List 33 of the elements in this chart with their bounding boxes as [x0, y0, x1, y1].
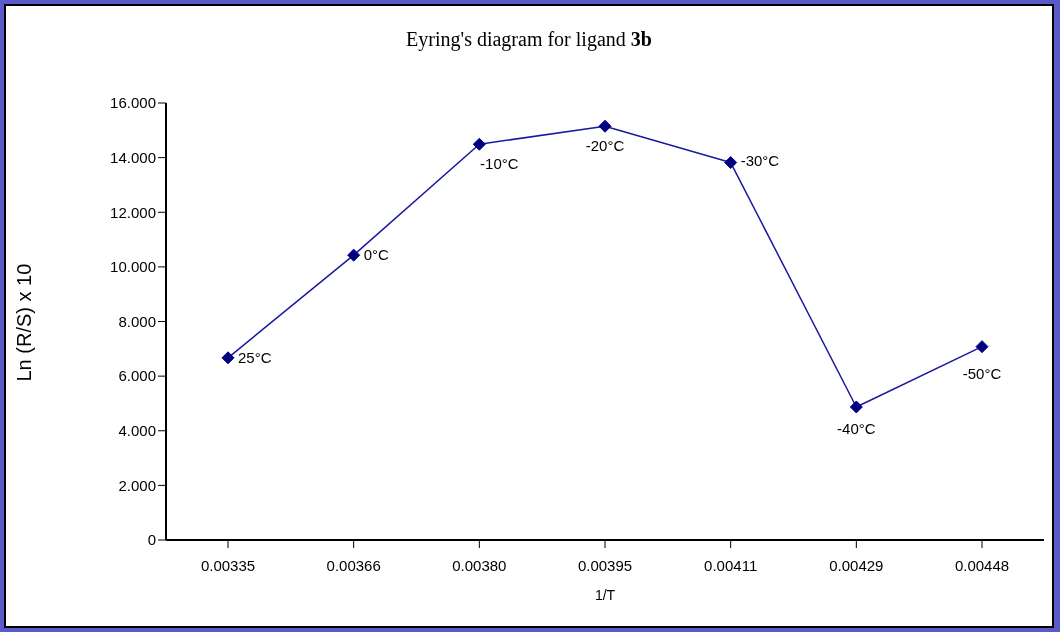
- point: [472, 137, 486, 151]
- y-tick-label: 6.000: [118, 367, 156, 385]
- y-tick-label: 10.000: [110, 258, 156, 276]
- y-tick-label: 2.000: [118, 476, 156, 494]
- point: [724, 156, 738, 170]
- y-tick-label: 12.000: [110, 203, 156, 221]
- y-axis-title: Ln (R/S) x 10: [13, 263, 36, 382]
- annotation: 25°C: [238, 349, 272, 367]
- annotation: 0°C: [363, 246, 390, 264]
- annotation: -20°C: [585, 136, 625, 154]
- point: [975, 340, 989, 354]
- x-tick-label: 0.00335: [200, 556, 256, 574]
- x-tick-label: 0.00448: [954, 556, 1010, 574]
- y-tick-label: 16.000: [110, 94, 156, 112]
- y-tick-label: 8.000: [118, 312, 156, 330]
- x-tick-label: 0.00366: [326, 556, 381, 574]
- x-tick-label: 0.00411: [704, 556, 758, 574]
- y-tick-label: 14.000: [110, 148, 156, 166]
- annotation: -10°C: [480, 154, 519, 172]
- point: [221, 351, 235, 365]
- point: [849, 400, 863, 414]
- y-tick-label: 0: [147, 531, 156, 549]
- point: [598, 119, 612, 133]
- chart-title: Eyring's diagram for ligand 3b: [405, 28, 653, 51]
- annotation: -30°C: [740, 151, 780, 169]
- annotation: -40°C: [837, 419, 876, 437]
- x-tick-label: 0.00395: [577, 556, 633, 574]
- x-axis-title: 1/T: [594, 587, 616, 603]
- point: [347, 248, 361, 262]
- x-tick-label: 0.00429: [829, 556, 884, 574]
- y-tick-label: 4.000: [118, 422, 156, 440]
- x-tick-label: 0.00380: [452, 556, 507, 574]
- annotation: -50°C: [962, 365, 1002, 383]
